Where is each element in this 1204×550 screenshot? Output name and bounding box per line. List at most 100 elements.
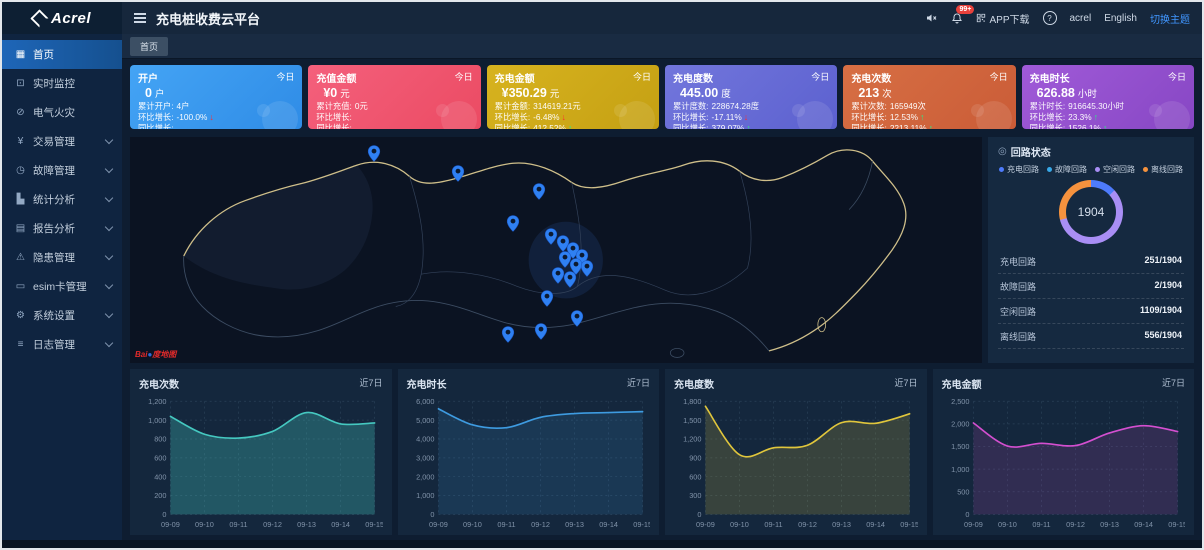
sidebar-item-esim-card-mgmt[interactable]: ▭ esim卡管理 bbox=[2, 272, 122, 301]
acrel-logo: Acrel bbox=[2, 2, 122, 34]
baidu-paw-icon: ● bbox=[147, 350, 153, 359]
svg-text:09-10: 09-10 bbox=[730, 520, 749, 529]
card-stat-row: 环比增长: -100.0% ↓ bbox=[138, 112, 214, 122]
chart-panel-charge-count: 充电次数 近7日 0 200 400 600 800 1,000 1,200 09-09 09-1… bbox=[130, 369, 392, 535]
map-marker[interactable] bbox=[564, 271, 577, 289]
report-icon: ▤ bbox=[15, 223, 26, 234]
card-value: 213 次 bbox=[858, 86, 892, 100]
theme-switch-link[interactable]: 切换主题 bbox=[1150, 14, 1190, 26]
svg-text:600: 600 bbox=[689, 472, 701, 481]
sidebar-item-system-settings[interactable]: ⚙ 系统设置 bbox=[2, 301, 122, 330]
notifications-bell-icon[interactable]: 99+ bbox=[951, 4, 975, 25]
card-stat-row: 同比增长: bbox=[138, 123, 174, 129]
legend-item[interactable]: 离线回路 bbox=[1143, 164, 1183, 175]
legend-item[interactable]: 故障回路 bbox=[1047, 164, 1087, 175]
sidebar-item-home[interactable]: ▦ 首页 bbox=[2, 40, 122, 69]
map-pin-icon bbox=[569, 258, 582, 275]
page-title: 充电桩收费云平台 bbox=[156, 11, 261, 27]
map-marker[interactable] bbox=[367, 145, 380, 162]
trend-icon: ↓ bbox=[561, 112, 566, 122]
sidebar-item-hazard-mgmt[interactable]: ⚠ 隐患管理 bbox=[2, 243, 122, 272]
map-marker[interactable] bbox=[559, 251, 572, 268]
circuit-rows: 充电回路 251/1904 故障回路 2/1904 空闲回路 1109/1904 离线… bbox=[998, 249, 1184, 349]
card-period: 今日 bbox=[276, 72, 295, 82]
app-download-link[interactable]: APP下载 bbox=[976, 11, 1030, 26]
svg-text:09-11: 09-11 bbox=[764, 520, 782, 529]
china-map[interactable]: Bai●度地图 bbox=[130, 137, 982, 363]
svg-text:1,000: 1,000 bbox=[148, 416, 166, 425]
card-stat-row: 累计充值: 0元 bbox=[316, 101, 368, 111]
collapse-menu-icon[interactable] bbox=[134, 13, 146, 15]
map-marker[interactable] bbox=[571, 310, 584, 327]
svg-text:09-11: 09-11 bbox=[1032, 520, 1050, 529]
help-icon[interactable]: ? bbox=[1042, 11, 1057, 25]
line-chart: 0 500 1,000 1,500 2,000 2,500 09-09 09-10 09-11 0… bbox=[942, 394, 1185, 531]
svg-text:09-13: 09-13 bbox=[832, 520, 851, 529]
tab-home[interactable]: 首页 bbox=[130, 36, 169, 56]
acrel-logo-icon bbox=[30, 8, 49, 28]
card-value: 445.00 度 bbox=[679, 86, 731, 100]
card-stat-row: 环比增长: 12.53% ↑ bbox=[851, 112, 925, 122]
circuit-row: 充电回路 251/1904 bbox=[998, 249, 1184, 274]
card-stat-row: 环比增长: -6.48% ↓ bbox=[494, 112, 566, 122]
username[interactable]: acrel bbox=[1069, 12, 1092, 24]
map-marker[interactable] bbox=[544, 228, 557, 246]
map-pin-icon bbox=[451, 165, 465, 183]
sidebar-item-electrical-fire[interactable]: ⊘ 电气火灾 bbox=[2, 98, 122, 127]
map-marker[interactable] bbox=[541, 289, 554, 307]
card-title: 充值金额 bbox=[316, 74, 357, 85]
legend-item[interactable]: 空闲回路 bbox=[1095, 164, 1135, 175]
map-marker[interactable] bbox=[506, 215, 519, 232]
sidebar-item-realtime-monitor[interactable]: ⊡ 实时监控 bbox=[2, 69, 122, 98]
svg-text:09-13: 09-13 bbox=[297, 520, 316, 529]
map-marker[interactable] bbox=[569, 258, 582, 275]
fire-icon: ⊘ bbox=[16, 107, 25, 118]
sidebar-item-transaction-mgmt[interactable]: ¥ 交易管理 bbox=[2, 127, 122, 156]
chart-title: 充电次数 bbox=[139, 380, 179, 391]
clock-icon: ◷ bbox=[16, 165, 25, 176]
warning-icon: ⚠ bbox=[16, 252, 25, 263]
card-stat-row: 环比增长: -17.11% ↓ bbox=[672, 112, 749, 122]
circuit-row: 故障回路 2/1904 bbox=[998, 274, 1184, 299]
mute-icon[interactable] bbox=[925, 12, 938, 24]
chevron-down-icon bbox=[104, 280, 114, 290]
map-pin-icon bbox=[556, 235, 569, 253]
language-switch[interactable]: English bbox=[1104, 12, 1137, 24]
sidebar-item-fault-mgmt[interactable]: ◷ 故障管理 bbox=[2, 156, 122, 185]
card-title: 开户 bbox=[138, 74, 158, 85]
svg-text:1,500: 1,500 bbox=[683, 416, 701, 425]
svg-text:09-13: 09-13 bbox=[565, 520, 584, 529]
monitor-icon: ⊡ bbox=[16, 78, 25, 89]
sidebar-item-statistics[interactable]: ▙ 统计分析 bbox=[2, 185, 122, 214]
map-pin-icon bbox=[564, 271, 577, 289]
map-marker[interactable] bbox=[534, 323, 547, 341]
map-marker[interactable] bbox=[502, 325, 515, 343]
line-chart: 0 200 400 600 800 1,000 1,200 09-09 09-10 09-11 09… bbox=[139, 394, 382, 531]
map-pin-icon bbox=[541, 289, 554, 307]
legend-item[interactable]: 充电回路 bbox=[999, 164, 1039, 175]
card-stat-row: 同比增长: 412.52% ↑ bbox=[495, 123, 651, 129]
svg-text:4,000: 4,000 bbox=[416, 434, 434, 443]
card-stat-row: 同比增长: 379.07% ↑ bbox=[673, 123, 829, 129]
sidebar-item-report-analysis[interactable]: ▤ 报告分析 bbox=[2, 214, 122, 243]
svg-text:09-11: 09-11 bbox=[497, 520, 515, 529]
svg-text:400: 400 bbox=[154, 472, 166, 481]
card-stat-row: 累计时长: 916645.30小时 bbox=[1029, 101, 1124, 111]
map-marker[interactable] bbox=[556, 235, 569, 253]
map-pin-icon bbox=[559, 251, 572, 268]
line-chart: 0 300 600 900 1,200 1,500 1,800 09-09 09-10 09-11… bbox=[674, 394, 917, 531]
chart-title: 充电金额 bbox=[941, 380, 982, 391]
map-marker[interactable] bbox=[580, 260, 593, 277]
card-stat-row: 同比增长: 2213.11% ↑ bbox=[851, 123, 1007, 129]
sidebar-item-log-mgmt[interactable]: ≡ 日志管理 bbox=[2, 330, 122, 359]
map-marker[interactable] bbox=[451, 165, 465, 183]
map-marker[interactable] bbox=[551, 267, 564, 284]
stat-card-charge-duration: 充电时长 今日 626.88 小时 累计时长: 916645.30小时 环比增长: 23… bbox=[1021, 65, 1194, 129]
qr-code-icon bbox=[977, 13, 986, 23]
map-marker[interactable] bbox=[532, 183, 546, 201]
svg-text:09-15: 09-15 bbox=[633, 520, 650, 529]
trend-icon: ↓ bbox=[743, 112, 749, 122]
legend-dot bbox=[1095, 167, 1100, 172]
